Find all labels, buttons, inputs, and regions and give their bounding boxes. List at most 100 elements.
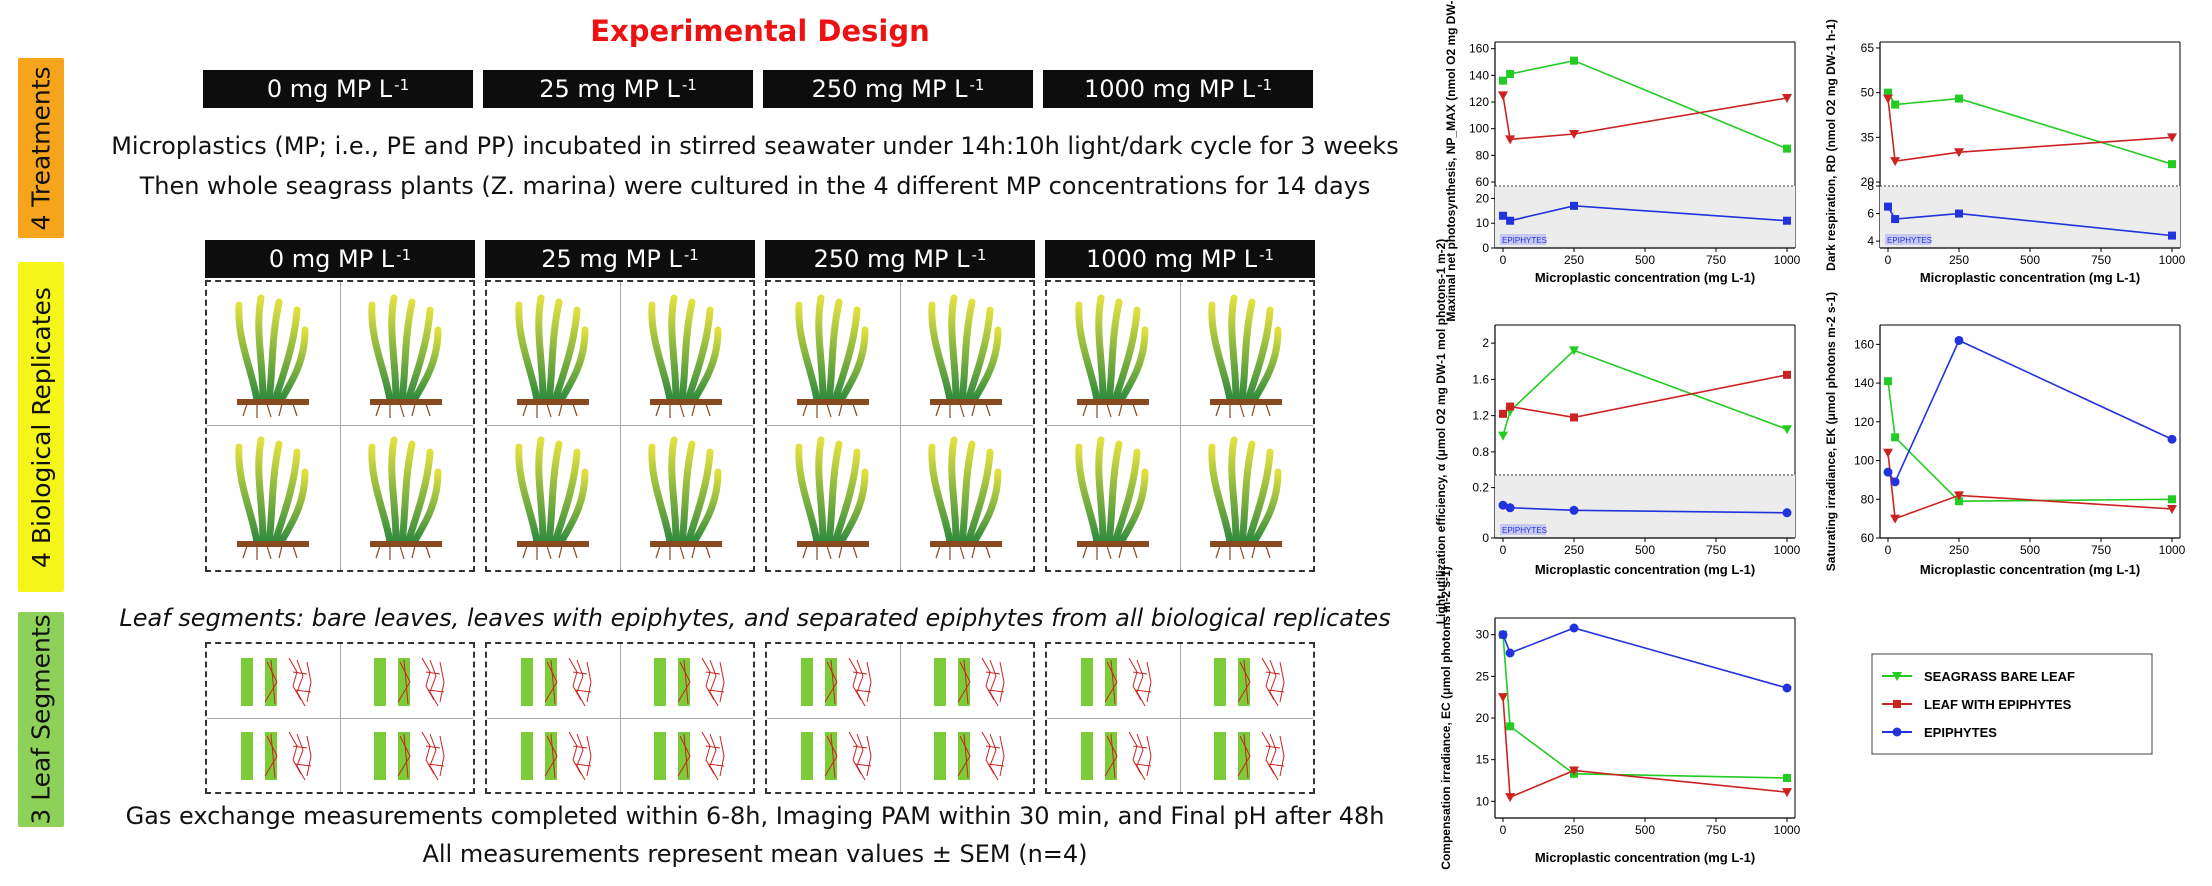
legend-label: EPIPHYTES [1924, 725, 1997, 740]
leaf-segment-image [650, 726, 740, 791]
data-point [1499, 76, 1507, 85]
y-tick-label: 6 [1867, 207, 1874, 221]
data-point [1506, 402, 1515, 411]
y-tick-label: 80 [1476, 148, 1490, 162]
leaf-segment-panel [485, 642, 755, 794]
treatment-box: 1000 mg MP L -1 [1045, 240, 1315, 278]
data-point [1884, 377, 1892, 386]
seagrass-plant-image [920, 432, 1010, 567]
legend-box [1871, 653, 2153, 755]
x-tick-label: 750 [1706, 823, 1726, 837]
side-label-text: 3 Leaf Segments [26, 614, 56, 825]
y-axis-label: Dark respiration, RD (nmol O2 mg DW-1 h-… [1824, 19, 1838, 271]
data-point [1955, 94, 1963, 103]
unit-sup: -1 [971, 246, 987, 264]
data-point [1783, 144, 1791, 153]
unit-sup: -1 [683, 246, 699, 264]
x-tick-label: 500 [1635, 543, 1655, 557]
series-line [1887, 381, 2173, 503]
seagrass-plant-image [227, 432, 317, 567]
seagrass-plant-image [787, 290, 877, 425]
data-point [1892, 672, 1902, 681]
epiphyte-band [1495, 186, 1795, 248]
y-tick-label: 100 [1854, 454, 1874, 468]
data-point [1782, 425, 1792, 435]
description-line-5: All measurements represent mean values ±… [422, 840, 1088, 868]
data-point [2168, 231, 2176, 240]
x-tick-label: 0 [1500, 823, 1507, 837]
y-tick-label: 160 [1854, 337, 1874, 351]
leaf-segment-image [517, 726, 607, 791]
series-line [1502, 627, 1788, 689]
page-title: Experimental Design [590, 14, 930, 48]
data-point [1570, 56, 1578, 65]
description-line-2: Then whole seagrass plants (Z. marina) w… [139, 172, 1371, 200]
x-tick-label: 0 [1500, 543, 1507, 557]
data-point [1498, 500, 1508, 510]
y-tick-label: 20 [1476, 711, 1490, 725]
data-point [1782, 683, 1792, 693]
treatment-label: 25 mg MP L [539, 75, 680, 103]
data-point [1782, 94, 1792, 103]
x-tick-label: 1000 [1774, 543, 1801, 557]
y-tick-label: 100 [1469, 122, 1489, 136]
data-point [1782, 788, 1792, 798]
epiphytes-note: EPIPHYTES [1502, 526, 1547, 535]
unit-sup: -1 [1257, 76, 1273, 94]
seagrass-plant-image [1067, 432, 1157, 567]
data-point [1505, 407, 1516, 417]
treatment-box: 25 mg MP L -1 [483, 70, 753, 108]
leaf-segment-panel [1045, 642, 1315, 794]
side-label-treatments: 4 Treatments [18, 58, 64, 238]
x-tick-label: 500 [1635, 253, 1655, 267]
seagrass-plant-image [1200, 290, 1290, 425]
description-line-3: Leaf segments: bare leaves, leaves with … [119, 604, 1391, 632]
data-point [2168, 495, 2176, 504]
series-line [1502, 349, 1788, 436]
data-point [1506, 70, 1515, 78]
seagrass-plant-image [1200, 432, 1290, 567]
y-tick-label: 20 [1861, 175, 1875, 189]
data-point [2167, 434, 2177, 444]
leaf-segment-image [1077, 652, 1167, 717]
y-tick-label: 15 [1476, 753, 1490, 767]
x-tick-label: 1000 [1774, 823, 1801, 837]
treatment-box: 1000 mg MP L -1 [1043, 70, 1313, 108]
x-tick-label: 750 [1706, 253, 1726, 267]
y-tick-label: 120 [1469, 95, 1489, 109]
data-point [1505, 648, 1515, 658]
data-point [2167, 133, 2177, 143]
description-line-1: Microplastics (MP; i.e., PE and PP) incu… [111, 132, 1399, 160]
unit-sup: -1 [969, 76, 985, 94]
y-tick-label: 1.6 [1472, 372, 1489, 386]
treatment-box: 25 mg MP L -1 [485, 240, 755, 278]
x-tick-label: 750 [2091, 543, 2111, 557]
y-tick-label: 2 [1482, 336, 1489, 350]
y-tick-label: 60 [1861, 531, 1875, 545]
note-bg [1500, 234, 1546, 245]
data-point [1569, 346, 1579, 356]
data-point [1505, 135, 1516, 145]
series-line [1887, 452, 2173, 520]
data-point [1499, 409, 1507, 418]
treatment-box: 250 mg MP L -1 [765, 240, 1035, 278]
series-line [1887, 98, 2173, 163]
leaf-segment-image [930, 652, 1020, 717]
data-point [1498, 91, 1508, 101]
replicate-panel [1045, 280, 1315, 572]
data-point [1498, 431, 1508, 441]
seagrass-plant-image [360, 432, 450, 567]
epiphytes-note: EPIPHYTES [1502, 236, 1547, 245]
x-tick-label: 0 [1500, 253, 1507, 267]
leaf-segment-image [370, 652, 460, 717]
series-line [1887, 92, 2173, 165]
data-point [1890, 514, 1901, 524]
seagrass-plant-image [227, 290, 317, 425]
seagrass-plant-image [507, 290, 597, 425]
x-axis-label: Microplastic concentration (mg L-1) [1535, 270, 1755, 285]
unit-sup: -1 [394, 76, 410, 94]
y-tick-label: 0.8 [1472, 445, 1489, 459]
treatment-label: 1000 mg MP L [1083, 75, 1256, 103]
treatment-label: 1000 mg MP L [1085, 245, 1258, 273]
unit-sup: -1 [681, 76, 697, 94]
